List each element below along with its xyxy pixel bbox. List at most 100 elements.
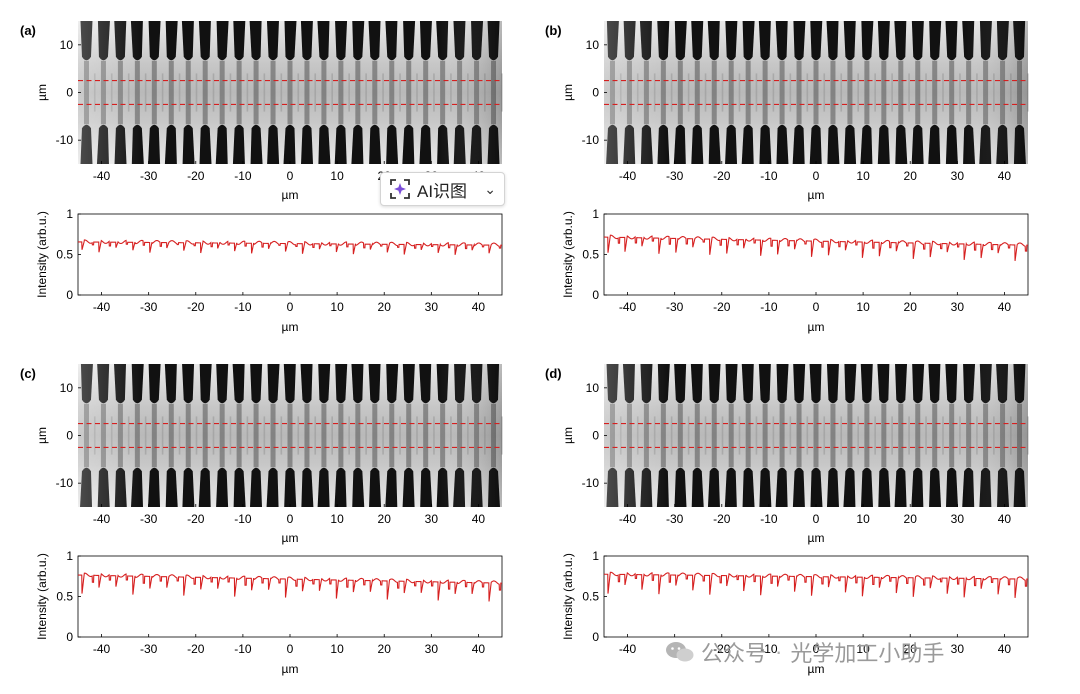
x-tick-label: 40 bbox=[472, 512, 486, 526]
x-tick-label: 30 bbox=[951, 300, 965, 314]
x-tick-label: -20 bbox=[187, 642, 205, 656]
panel-image: -40 -30 -20 -10 0 10 20 30 40 10 0 -10 µm µm (d) bbox=[545, 364, 1029, 545]
y-axis-label: Intensity (arb.u.) bbox=[35, 211, 49, 298]
x-tick-label: 20 bbox=[378, 642, 392, 656]
x-tick-label: 0 bbox=[813, 512, 820, 526]
y-tick-label: 10 bbox=[60, 38, 74, 52]
y-tick-label: 0.5 bbox=[56, 590, 73, 604]
y-tick-label: 0 bbox=[66, 630, 73, 644]
x-tick-label: -30 bbox=[140, 642, 158, 656]
x-tick-label: -40 bbox=[93, 512, 111, 526]
x-tick-label: -30 bbox=[140, 512, 158, 526]
x-tick-label: 30 bbox=[951, 512, 965, 526]
micrograph-vignette bbox=[78, 364, 502, 507]
y-tick-label: 0 bbox=[66, 429, 73, 443]
x-tick-label: 20 bbox=[378, 512, 392, 526]
y-tick-label: 0.5 bbox=[582, 248, 599, 262]
x-tick-label: 10 bbox=[856, 169, 870, 183]
plot-frame bbox=[77, 213, 503, 296]
x-tick-label: 0 bbox=[287, 300, 294, 314]
x-tick-label: -30 bbox=[666, 169, 684, 183]
panel-label: (d) bbox=[545, 366, 562, 381]
micrograph-vignette bbox=[604, 21, 1028, 164]
intensity-line bbox=[604, 571, 1028, 598]
x-tick-label: 20 bbox=[904, 512, 918, 526]
x-tick-label: -20 bbox=[187, 300, 205, 314]
y-axis-label: Intensity (arb.u.) bbox=[561, 211, 575, 298]
x-tick-label: 40 bbox=[472, 300, 486, 314]
x-tick-label: 30 bbox=[425, 300, 439, 314]
y-axis-label: µm bbox=[35, 427, 49, 444]
x-tick-label: -20 bbox=[713, 642, 731, 656]
x-tick-label: -10 bbox=[760, 642, 778, 656]
ai-recognize-button[interactable]: AI识图 ⌄ bbox=[380, 172, 505, 206]
chevron-down-icon: ⌄ bbox=[484, 181, 496, 197]
panel-profile: -40 -30 -20 -10 0 10 20 30 40 0 0.5 1 µm Intensity (a… bbox=[35, 207, 503, 334]
x-tick-label: 0 bbox=[287, 512, 294, 526]
x-tick-label: 20 bbox=[904, 169, 918, 183]
x-axis-label: µm bbox=[808, 320, 825, 334]
x-tick-label: -30 bbox=[666, 300, 684, 314]
panel-label: (c) bbox=[20, 366, 36, 381]
panel-label: (a) bbox=[20, 23, 36, 38]
watermark: 公众号 · 光学加工小助手 bbox=[665, 638, 944, 666]
x-tick-label: -30 bbox=[140, 300, 158, 314]
x-tick-label: 20 bbox=[904, 300, 918, 314]
x-tick-label: -20 bbox=[713, 169, 731, 183]
x-tick-label: -10 bbox=[234, 642, 252, 656]
x-tick-label: -10 bbox=[234, 512, 252, 526]
y-tick-label: 1 bbox=[592, 549, 599, 563]
x-tick-label: 40 bbox=[998, 169, 1012, 183]
micrograph-vignette bbox=[78, 21, 502, 164]
x-tick-label: -40 bbox=[619, 169, 637, 183]
panel-profile: -40 -30 -20 -10 0 10 20 30 40 0 0.5 1 µm Intensity (a… bbox=[561, 207, 1029, 334]
x-tick-label: 10 bbox=[330, 300, 344, 314]
x-tick-label: -10 bbox=[760, 169, 778, 183]
y-axis-label: µm bbox=[561, 427, 575, 444]
x-tick-label: 10 bbox=[330, 169, 344, 183]
x-tick-label: 40 bbox=[472, 642, 486, 656]
x-tick-label: -30 bbox=[140, 169, 158, 183]
y-axis-label: µm bbox=[35, 84, 49, 101]
x-tick-label: -20 bbox=[713, 300, 731, 314]
x-axis-label: µm bbox=[282, 662, 299, 676]
y-tick-label: 1 bbox=[592, 207, 599, 221]
watermark-name: 光学加工小助手 bbox=[790, 641, 945, 666]
watermark-separator: · bbox=[775, 639, 783, 664]
intensity-line bbox=[77, 572, 502, 602]
y-tick-label: 0 bbox=[592, 288, 599, 302]
intensity-line bbox=[77, 239, 502, 255]
y-tick-label: 0 bbox=[592, 630, 599, 644]
x-tick-label: 40 bbox=[998, 512, 1012, 526]
x-tick-label: 0 bbox=[813, 642, 820, 656]
x-tick-label: 10 bbox=[856, 300, 870, 314]
x-tick-label: 20 bbox=[904, 642, 918, 656]
panel-profile: -40 -30 -20 -10 0 10 20 30 40 0 0.5 1 µm Intensity (a… bbox=[35, 549, 503, 676]
x-tick-label: 30 bbox=[951, 642, 965, 656]
intensity-line bbox=[604, 234, 1028, 261]
x-tick-label: 40 bbox=[998, 300, 1012, 314]
x-tick-label: -30 bbox=[666, 512, 684, 526]
x-tick-label: -20 bbox=[187, 169, 205, 183]
x-tick-label: 30 bbox=[425, 642, 439, 656]
x-tick-label: 10 bbox=[330, 512, 344, 526]
x-tick-label: -10 bbox=[760, 512, 778, 526]
watermark-source: 公众号 bbox=[701, 641, 768, 666]
x-axis-label: µm bbox=[282, 320, 299, 334]
micrograph-vignette bbox=[604, 364, 1028, 507]
y-tick-label: 1 bbox=[66, 207, 73, 221]
x-tick-label: 40 bbox=[998, 642, 1012, 656]
x-axis-label: µm bbox=[282, 531, 299, 545]
x-axis-label: µm bbox=[282, 188, 299, 202]
y-tick-label: 0 bbox=[592, 86, 599, 100]
x-tick-label: -40 bbox=[93, 642, 111, 656]
x-tick-label: -20 bbox=[187, 512, 205, 526]
x-axis-label: µm bbox=[808, 662, 825, 676]
x-tick-label: 0 bbox=[287, 642, 294, 656]
y-tick-label: -10 bbox=[56, 476, 74, 490]
x-tick-label: 20 bbox=[378, 300, 392, 314]
x-tick-label: -40 bbox=[619, 642, 637, 656]
wechat-icon bbox=[666, 642, 694, 662]
y-tick-label: 10 bbox=[60, 381, 74, 395]
